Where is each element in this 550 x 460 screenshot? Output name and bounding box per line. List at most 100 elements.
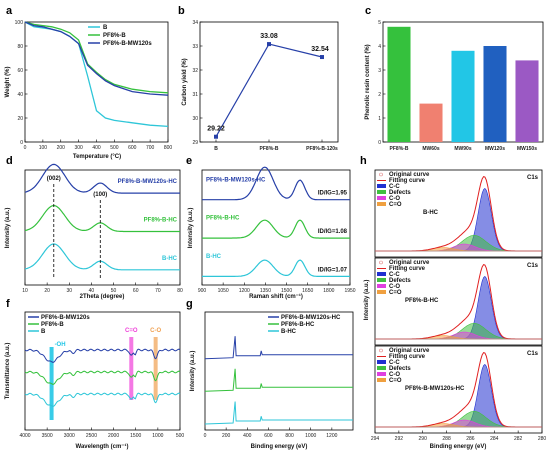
legend-label: C-C <box>389 272 400 278</box>
series-line-pf8-b <box>24 21 169 94</box>
yield-point <box>267 42 271 47</box>
plot-frame-d <box>24 169 181 286</box>
a-xtick-label: 800 <box>164 145 173 151</box>
xps-survey-curve <box>204 368 353 392</box>
plot-frame-e <box>201 169 351 286</box>
raman-ratio-label: ID/IG=1.07 <box>318 267 348 273</box>
a-ytick-label: 0 <box>20 140 23 146</box>
legend-label: PF8%-B-MW120s <box>41 315 90 321</box>
c-xtick-label: MW120s <box>485 146 505 152</box>
d-xtick-label: 70 <box>155 288 161 294</box>
bars-c <box>387 26 539 142</box>
legend-label: C-O <box>389 196 400 202</box>
legend-label: C-C <box>389 184 400 190</box>
ticks-b: 29 30 31 32 33 34 B PF8%-B PF8%-B-120s <box>192 20 338 152</box>
g-xtick-label: 600 <box>264 433 273 439</box>
a-xtick-label: 600 <box>128 145 137 151</box>
raman-ratio-label: ID/IG=1.08 <box>318 229 348 235</box>
h-xtick-label: 292 <box>395 436 404 442</box>
legend-label: Fitting curve <box>389 266 426 272</box>
a-xtick-label: 0 <box>24 145 27 151</box>
xrd-curve <box>24 204 180 233</box>
f-xtick-label: 500 <box>176 433 185 439</box>
d-xtick-label: 10 <box>22 288 28 294</box>
a-ytick-label: 100 <box>15 20 24 26</box>
ylabel-h: Intensity (a.u.) <box>364 280 370 321</box>
bar-mw60s <box>419 103 443 142</box>
g-xtick-label: 400 <box>243 433 252 439</box>
legend-label: Original curve <box>389 348 430 354</box>
legend-label: Fitting curve <box>389 354 426 360</box>
e-xtick-label: 1650 <box>302 288 313 294</box>
xrd-curve <box>24 243 180 271</box>
band-c-o <box>153 337 158 400</box>
annotation-c-double-o: C=O <box>125 328 138 334</box>
b-xtick-label: PF8%-B <box>260 146 279 152</box>
plot-frame-a <box>24 21 169 143</box>
raman-curve <box>202 219 350 239</box>
legend-marker <box>379 172 383 177</box>
yield-point <box>320 55 324 60</box>
panel-label-f: f <box>6 298 10 310</box>
h-subplot-frame <box>374 169 543 258</box>
ticks-d: 10 20 30 40 50 60 70 80 <box>22 282 183 294</box>
panel-label-g: g <box>186 298 193 310</box>
ticks-a: 0 100 200 300 400 500 600 700 800 0 20 40 60 80 100 <box>15 20 173 151</box>
ylabel-e: Intensity (a.u.) <box>188 208 194 249</box>
b-ytick-label: 31 <box>192 92 198 98</box>
annotation-002: (002) <box>47 176 61 182</box>
legend-swatch <box>377 372 386 376</box>
raman-ratio-label: ID/IG=1.95 <box>318 191 348 197</box>
a-xtick-label: 100 <box>39 145 48 151</box>
d-xtick-label: 40 <box>89 288 95 294</box>
legend-swatch <box>377 360 386 364</box>
f-xtick-label: 1000 <box>152 433 163 439</box>
fit-component <box>375 363 542 428</box>
ylabel-f: Transmittance (a.u.) <box>5 343 11 400</box>
yield-data-label: 33.08 <box>260 33 278 40</box>
yield-line <box>215 43 323 137</box>
fit-component <box>375 275 542 340</box>
h-subplot-frame <box>374 345 543 434</box>
panel-a: a Temperature (°C) Weight (%) 0 100 200 300… <box>5 5 172 160</box>
ylabel-a: Weight (%) <box>5 67 11 98</box>
legend-swatch <box>377 278 386 282</box>
d-xtick-label: 80 <box>177 288 183 294</box>
fitting-curve <box>375 264 542 340</box>
a-xtick-label: 500 <box>110 145 119 151</box>
ylabel-d: Intensity (a.u.) <box>5 208 11 249</box>
h-xtick-label: 282 <box>514 436 523 442</box>
a-xtick-label: 200 <box>57 145 66 151</box>
annotation-oh: -OH <box>55 342 66 348</box>
panel-d: d 2Theta (degree) Intensity (a.u.) 10 20 3… <box>5 155 183 300</box>
h-xtick-label: 284 <box>490 436 499 442</box>
ticks-c: 0 1 2 3 4 5 PF8%-B MW60s MW90s MW120s MW150s <box>378 20 537 152</box>
bar-pf8-b <box>387 26 411 142</box>
panel-label-e: e <box>186 155 192 167</box>
ticks-f: 4000 3500 3000 2500 2000 1500 1000 500 <box>19 427 185 439</box>
h-subplot-title: C1s <box>527 263 539 269</box>
panel-label-h: h <box>360 155 367 167</box>
ftir-curve <box>24 348 181 363</box>
f-xtick-label: 3000 <box>64 433 75 439</box>
f-xtick-label: 2000 <box>108 433 119 439</box>
ticks-e: 900 1050 1200 1350 1500 1650 1800 1950 <box>198 282 356 294</box>
a-ytick-label: 80 <box>17 44 23 50</box>
g-xtick-label: 1200 <box>326 433 337 439</box>
panel-label-a: a <box>6 5 13 17</box>
b-ytick-label: 30 <box>192 116 198 122</box>
series-e: PF8%-B-MW120s-HC ID/IG=1.95 PF8%-B-HC ID/IG… <box>202 166 350 277</box>
e-xtick-label: 1050 <box>218 288 229 294</box>
e-xtick-label: 1200 <box>239 288 250 294</box>
series-line-pf8-b-mw120s <box>24 21 169 96</box>
e-xtick-label: 1950 <box>344 288 355 294</box>
c-ytick-label: 3 <box>378 68 381 74</box>
xlabel-d: 2Theta (degree) <box>80 294 125 300</box>
panel-g: g Binding energy (eV) Intensity (a.u.) 0… <box>186 298 354 450</box>
h-xtick-label: 294 <box>371 436 380 442</box>
fitting-curve <box>375 176 542 252</box>
xlabel-h: Binding energy (eV) <box>430 444 487 450</box>
